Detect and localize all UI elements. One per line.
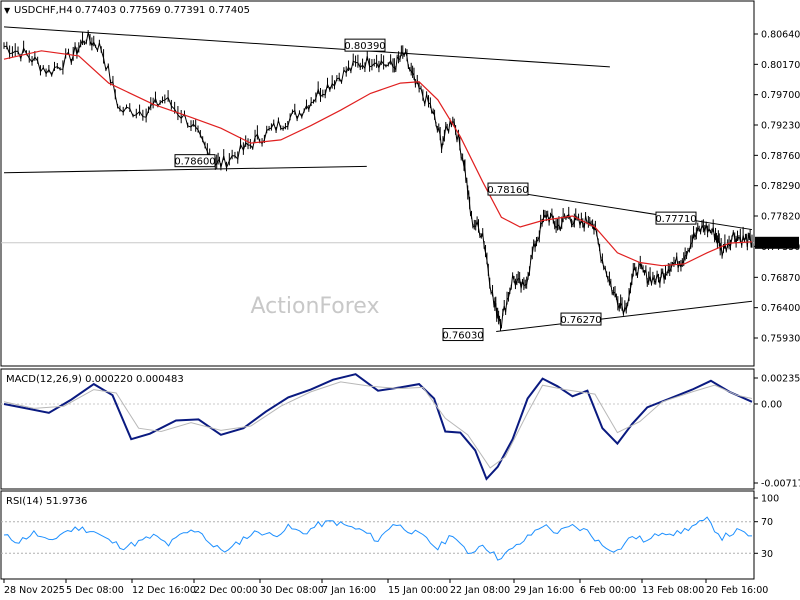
moving-average-line (3, 50, 753, 267)
grid-lines (1, 242, 754, 554)
price-axis[interactable]: 0.80640 0.80170 0.79700 0.79230 0.78760 0.782… (754, 30, 800, 560)
price-tick-label-5: 0.78290 (761, 181, 800, 192)
pivot-box-4 (560, 312, 602, 326)
current-price-tag (755, 236, 799, 249)
rsi-tick-label-2: 30 (761, 549, 773, 560)
rsi-panel[interactable] (0, 490, 755, 580)
rsi-line (3, 516, 752, 561)
price-tick-label-0: 0.80640 (761, 30, 800, 41)
trendlines (3, 26, 753, 333)
symbol-caption: USDCHF,H4 (14, 5, 73, 16)
time-tick-label-0: 28 Nov 2025 (4, 585, 65, 596)
pivot-box-0 (344, 38, 386, 52)
trendline-triangle-top (501, 189, 753, 231)
pivot-label-2: 0.78160 (487, 185, 528, 196)
pivot-box-1 (174, 154, 216, 168)
rsi-series (3, 516, 752, 561)
price-tick-label-4: 0.78760 (761, 151, 800, 162)
pivot-box-2 (487, 182, 529, 196)
pivot-label-3: 0.77710 (655, 214, 696, 225)
time-tick-label-6: 15 Jan 00:00 (388, 585, 448, 596)
time-axis[interactable]: 28 Nov 2025 5 Dec 08:00 12 Dec 16:0022 Dec… (3, 579, 768, 596)
trendline-lower (3, 165, 367, 174)
macd-tick-label-2: -0.007172 (761, 479, 800, 490)
macd-tick-label-0: 0.002357 (761, 374, 800, 385)
pivot-labels: 0.80390 0.78600 0.78160 0.77710 0.76270 0.760… (174, 38, 697, 342)
trendline-upper (3, 26, 610, 68)
trendline-triangle-bottom (496, 300, 753, 333)
watermark: ActionForex (251, 294, 380, 319)
time-tick-label-5: 7 Jan 16:00 (322, 585, 376, 596)
ohlc-caption: 0.77403 0.77569 0.77391 0.77405 (75, 5, 250, 16)
time-tick-label-10: 13 Feb 08:00 (642, 585, 704, 596)
macd-series (3, 373, 753, 481)
chevron-down-icon[interactable]: ▼ (4, 6, 11, 15)
time-tick-label-2: 12 Dec 16:00 (132, 585, 196, 596)
time-tick-label-3: 22 Dec 00:00 (194, 585, 258, 596)
time-tick-label-7: 22 Jan 08:00 (450, 585, 510, 596)
rsi-tick-label-0: 100 (761, 494, 779, 505)
price-tick-label-9: 0.76400 (761, 303, 800, 314)
moving-average (3, 50, 753, 267)
pivot-label-5: 0.76030 (442, 331, 483, 342)
price-tick-label-2: 0.79700 (761, 90, 800, 101)
price-panel[interactable] (0, 0, 755, 367)
current-price-label: 0.77405 (758, 238, 797, 249)
pivot-box-5 (442, 328, 484, 342)
rsi-tick-label-1: 70 (761, 517, 773, 528)
macd-tick-label-1: 0.00 (761, 399, 782, 410)
price-tick-label-10: 0.75930 (761, 334, 800, 345)
time-tick-label-4: 30 Dec 08:00 (260, 585, 324, 596)
rsi-caption: RSI(14) 51.9736 (6, 496, 87, 507)
pivot-label-4: 0.76270 (560, 315, 601, 326)
price-tick-label-1: 0.80170 (761, 60, 800, 71)
pivot-label-0: 0.80390 (344, 41, 385, 52)
price-tick-label-6: 0.77820 (761, 212, 800, 223)
time-tick-label-11: 20 Feb 16:00 (706, 585, 768, 596)
macd-series-macd (3, 373, 753, 481)
macd-series-signal (3, 381, 753, 469)
time-tick-label-9: 6 Feb 00:00 (580, 585, 636, 596)
time-tick-label-1: 5 Dec 08:00 (66, 585, 124, 596)
price-tick-label-8: 0.76870 (761, 273, 800, 284)
time-tick-label-8: 29 Jan 16:00 (514, 585, 574, 596)
price-line (4, 32, 753, 329)
macd-caption: MACD(12,26,9) 0.000220 0.000483 (6, 374, 184, 385)
pivot-label-1: 0.78600 (174, 157, 215, 168)
price-tick-label-3: 0.79230 (761, 121, 800, 132)
pivot-box-3 (655, 211, 697, 225)
